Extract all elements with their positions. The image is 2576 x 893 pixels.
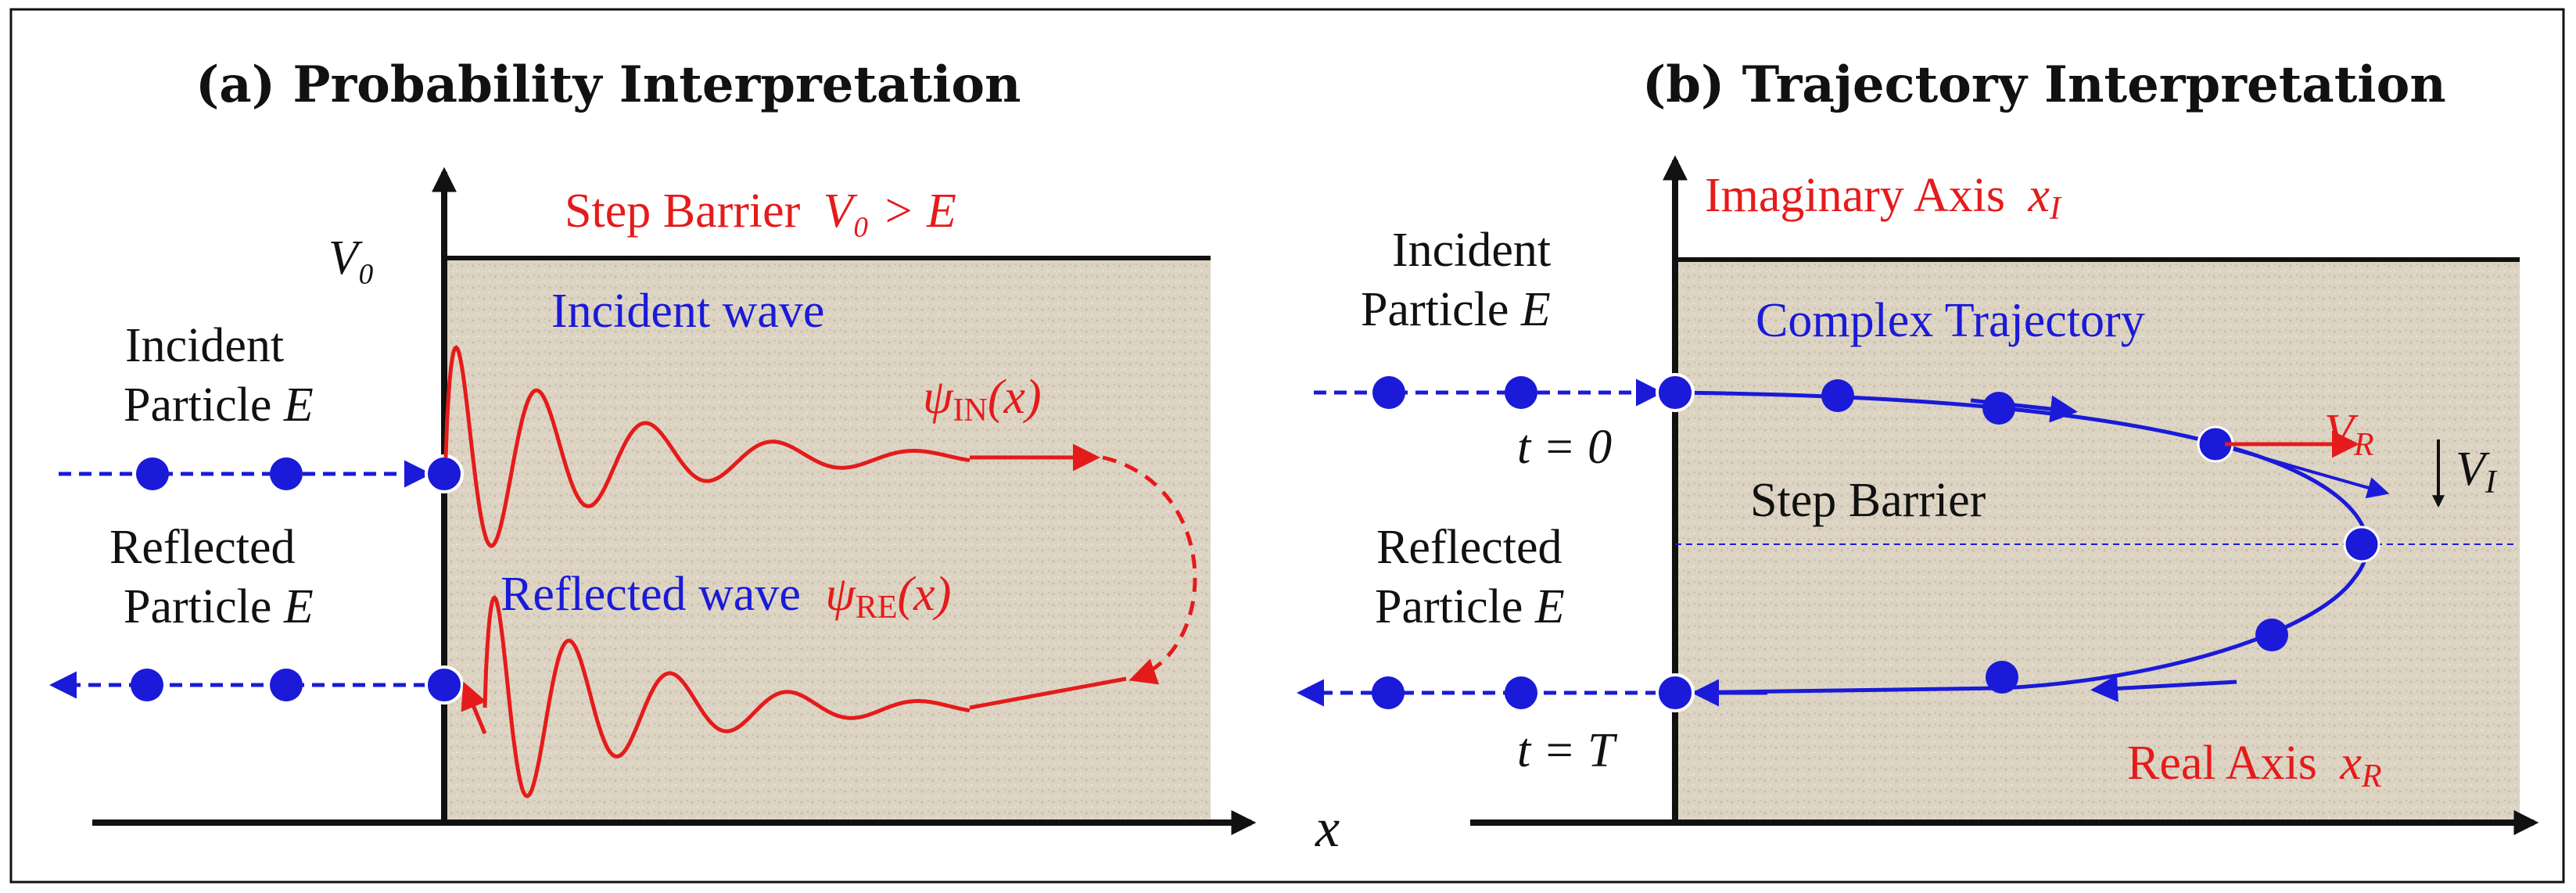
reflected-particle-dot: [270, 669, 303, 701]
reflected-label-2: Particle E: [124, 580, 314, 633]
incident-particle-dot: [270, 457, 303, 490]
reflected-dot-b: [1505, 676, 1537, 709]
tT-dot: [1656, 673, 1695, 712]
reflection-dashed-curve: [1102, 455, 1197, 685]
x-axis-label: x: [1315, 798, 1340, 859]
reflected-wave-label: Reflected wave ψRE(x): [500, 568, 951, 626]
trajectory-dot: [1986, 661, 2018, 694]
reflected-wave-arrow: [461, 681, 487, 734]
incident-label-1: Incident: [125, 319, 284, 372]
incident-wave-label: Incident wave: [551, 285, 824, 338]
boundary-dot-incident: [425, 454, 464, 493]
reflected-wave-tail: [969, 676, 1127, 710]
incident-wave-curve: [443, 345, 970, 548]
incident-dot-b: [1372, 376, 1405, 409]
reflected-label-1: Reflected: [109, 521, 296, 574]
tT-label: t = T: [1517, 724, 1618, 777]
reflected-label-b1: Reflected: [1376, 521, 1562, 574]
panel-b: (b) Trajectory Interpretation Imaginary …: [1297, 56, 2539, 835]
boundary-dot-reflected: [425, 665, 464, 705]
figure-frame: [9, 8, 2565, 884]
v0-label: V₀: [328, 231, 375, 285]
reflected-dot-b: [1372, 676, 1405, 709]
imaginary-axis-label: Imaginary Axis xI: [1705, 169, 2062, 227]
tangent-velocity-arrow: [2220, 444, 2390, 499]
panel-b-title: (b) Trajectory Interpretation: [1642, 56, 2446, 114]
reflected-particle-dot: [131, 669, 163, 701]
reflected-label-b2: Particle E: [1375, 580, 1565, 633]
psi-in-label: ψIN(x): [923, 371, 1042, 429]
t0-dot: [1656, 373, 1695, 412]
incident-particle-dot: [136, 457, 169, 490]
real-axis-label: Real Axis xR: [2127, 737, 2382, 794]
t0-label: t = 0: [1517, 421, 1612, 474]
incident-label-2: Particle E: [124, 378, 314, 432]
reflected-wave-curve: [483, 595, 970, 798]
complex-trajectory-curve: [1674, 390, 2370, 695]
trajectory-dot: [1821, 379, 1854, 412]
panel-a: (a) Probability Interpretation Step Barr…: [49, 56, 1340, 859]
trajectory-dot: [2255, 619, 2288, 651]
trajectory-arrow-2: [2090, 674, 2237, 702]
turning-point-dot: [2343, 525, 2380, 563]
step-barrier-label-b: Step Barrier: [1750, 474, 1986, 527]
vi-label: VI: [2456, 443, 2498, 500]
trajectory-dot: [1982, 392, 2015, 425]
barrier-label: Step Barrier V₀ > E: [565, 185, 956, 238]
incident-dot-b: [1505, 376, 1537, 409]
incident-label-b1: Incident: [1392, 224, 1551, 277]
panel-a-title: (a) Probability Interpretation: [196, 56, 1021, 114]
step-barrier-region: [444, 258, 1211, 823]
complex-trajectory-label: Complex Trajectory: [1756, 294, 2145, 347]
incident-label-b2: Particle E: [1361, 283, 1551, 336]
